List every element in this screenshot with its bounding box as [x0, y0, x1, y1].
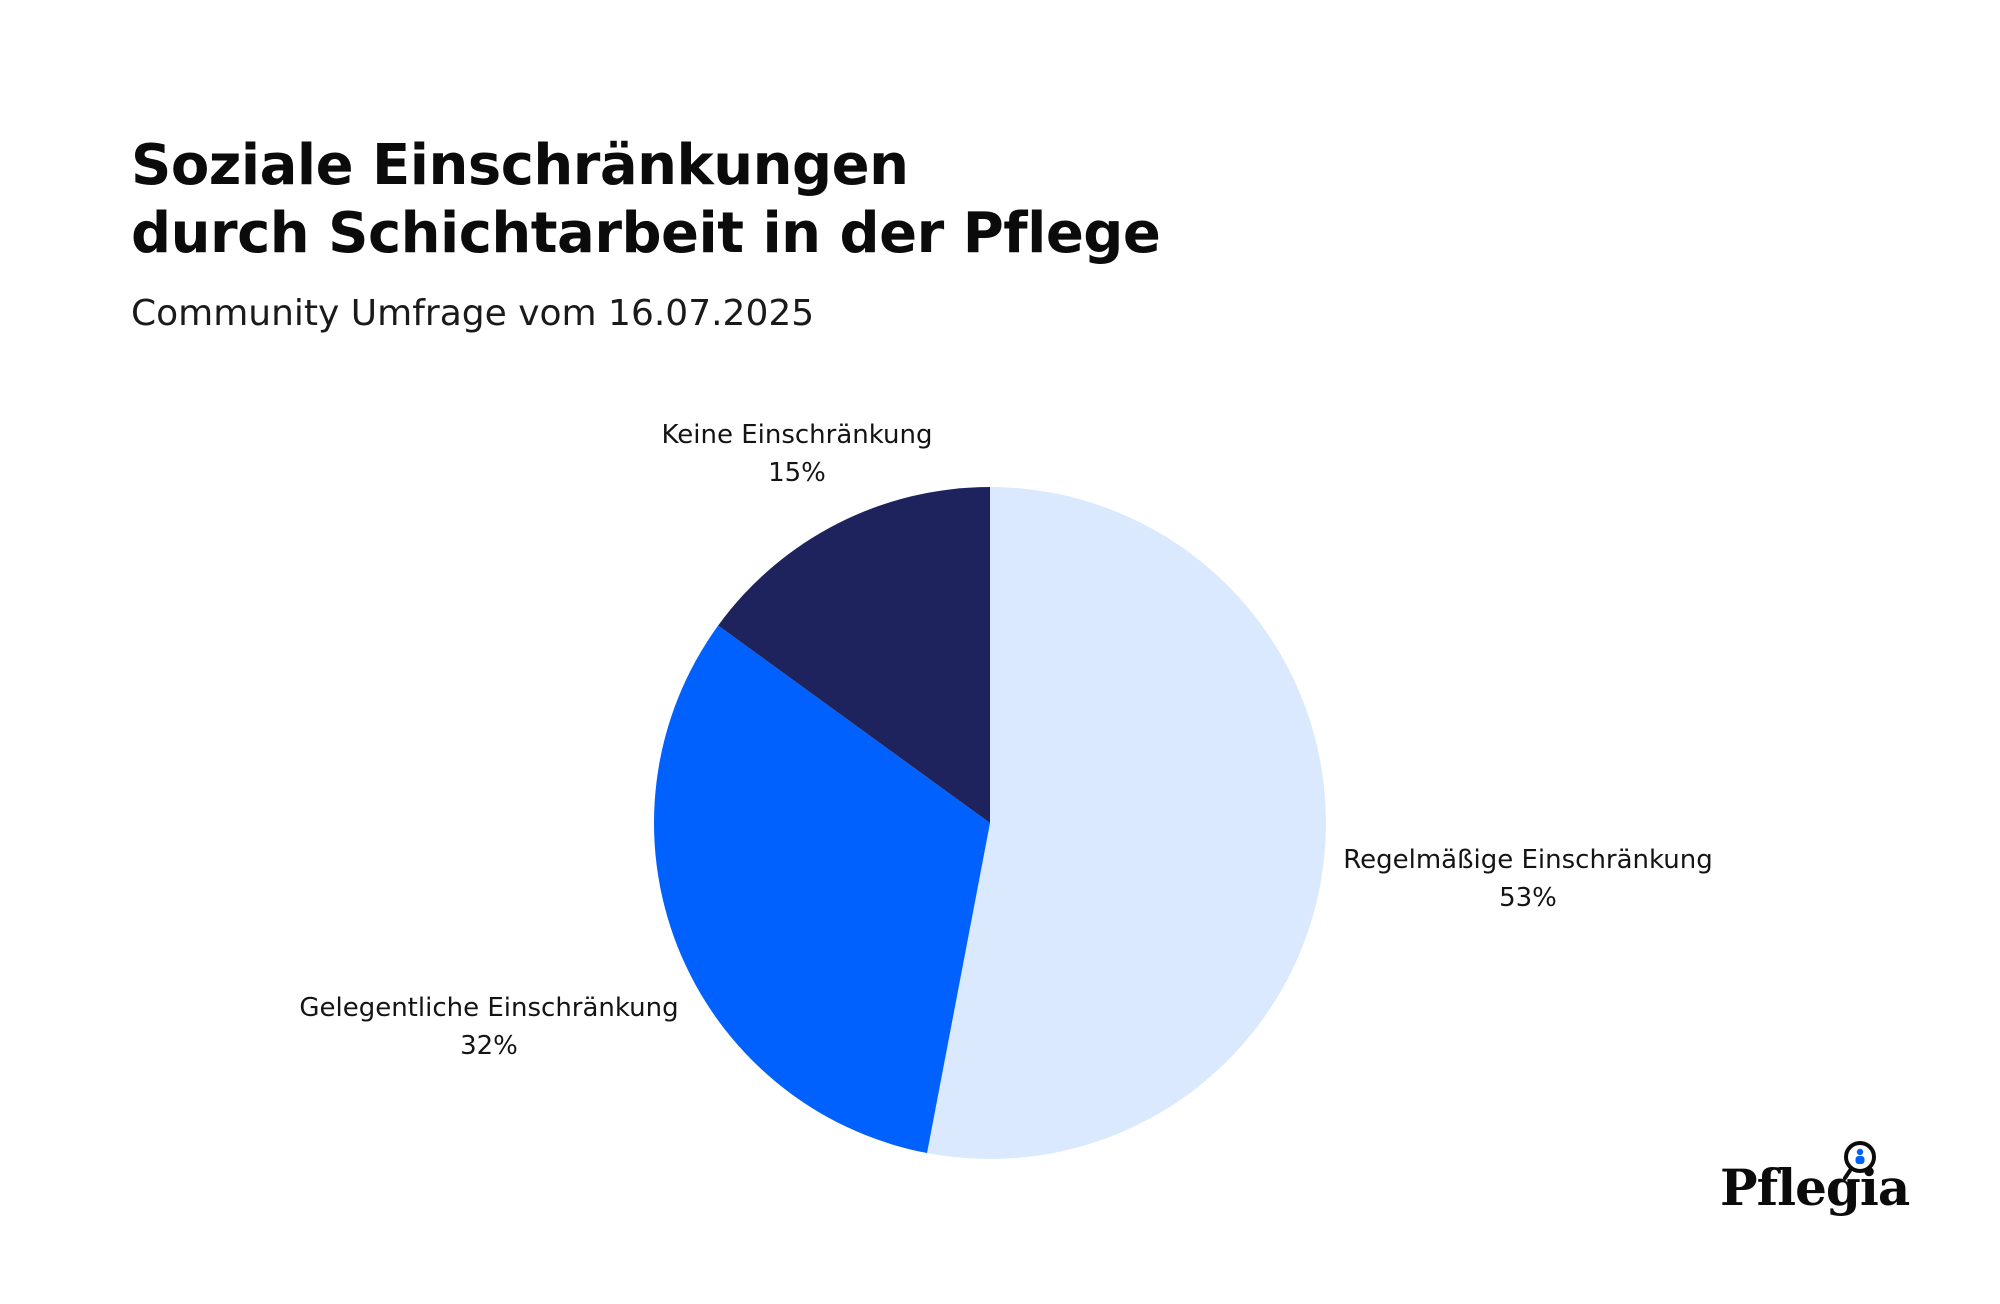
magnifier-person-icon [1843, 1141, 1876, 1180]
chart-title-line-2: durch Schichtarbeit in der Pflege [131, 201, 1161, 266]
slice-value-gelegentliche: 32% [460, 1031, 518, 1061]
chart-title: Soziale Einschränkungen durch Schichtarb… [131, 132, 1431, 268]
pie-slice-regelmaige [927, 487, 1326, 1159]
brand-logo-text: Pflegia [1720, 1158, 1910, 1217]
slice-value-regelmaige: 53% [1499, 883, 1557, 913]
pie-slice-keine [718, 487, 990, 823]
pie-slices [653, 487, 1326, 1159]
chart-title-line-1: Soziale Einschränkungen [131, 133, 909, 198]
pie-labels: Regelmäßige Einschränkung 53% Gelegentlich… [299, 420, 1712, 1061]
slice-value-keine: 15% [768, 458, 826, 488]
brand-logo: Pflegia [1720, 1140, 1910, 1230]
chart-subtitle: Community Umfrage vom 16.07.2025 [131, 293, 815, 334]
slice-label-gelegentliche: Gelegentliche Einschränkung [299, 993, 678, 1023]
slice-label-regelmaige: Regelmäßige Einschränkung [1343, 845, 1713, 875]
pie-slice-gelegentliche [653, 625, 990, 1154]
slice-label-keine: Keine Einschränkung [662, 420, 933, 450]
